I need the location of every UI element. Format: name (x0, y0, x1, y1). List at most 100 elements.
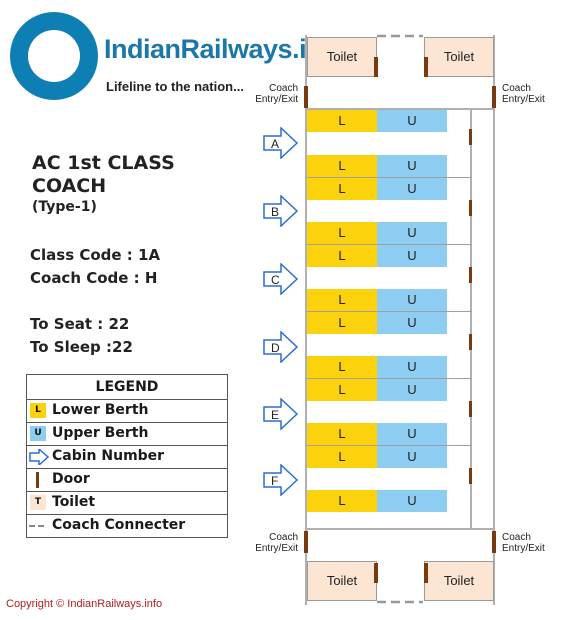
entry-label-bottom-right: Coach Entry/Exit (502, 532, 545, 554)
seat-capacity: To Seat : 22 (30, 315, 130, 333)
sleep-capacity: To Sleep :22 (30, 338, 133, 356)
legend-label: Lower Berth (52, 402, 149, 418)
lower-berth: L (307, 446, 377, 468)
toilet-door-top-right (424, 57, 428, 77)
cabin-door (469, 334, 472, 350)
upper-berth: U (377, 356, 447, 378)
lower-berth: L (307, 110, 377, 132)
toilet-top-right: Toilet (424, 37, 494, 77)
upper-berth: U (377, 178, 447, 200)
entry-label-top-left: Coach Entry/Exit (255, 83, 298, 105)
legend-item-toilet: T Toilet (27, 492, 227, 515)
legend-item-lower-berth: L Lower Berth (27, 400, 227, 423)
door-icon (36, 472, 39, 488)
upper-berth: U (377, 379, 447, 401)
coach-connecter-top (377, 34, 423, 38)
cabin-door (469, 401, 472, 417)
coach-code: Coach Code : H (30, 269, 158, 287)
legend-label: Cabin Number (52, 448, 165, 464)
toilet-bottom-left: Toilet (307, 561, 377, 601)
lower-berth: L (307, 155, 377, 177)
cabin-arrow-icon: F (263, 464, 299, 496)
coach-connecter-bottom (377, 600, 423, 604)
cabin-arrow-icon: E (263, 398, 299, 430)
legend-label: Toilet (52, 494, 96, 510)
upper-berth: U (377, 289, 447, 311)
toilet-door-bottom-right (424, 563, 428, 583)
lower-berth-swatch: L (30, 403, 46, 418)
cabin-label: B (271, 205, 279, 219)
toilet-door-bottom-left (374, 563, 378, 583)
cabin-partition (307, 177, 472, 178)
corridor-partition (470, 109, 472, 528)
legend-item-door: Door (27, 469, 227, 492)
upper-berth: U (377, 423, 447, 445)
entry-door-top-left (304, 86, 308, 108)
toilet-door-top-left (374, 57, 378, 77)
lower-berth: L (307, 312, 377, 334)
cabin-arrow-icon: B (263, 195, 299, 227)
cabin-arrow-icon: C (263, 263, 299, 295)
cabin-label: D (271, 341, 280, 355)
tagline: Lifeline to the nation... (106, 79, 244, 94)
compartment-bottom-wall (307, 528, 493, 530)
cabin-arrow-icon (29, 449, 49, 465)
cabin-label: A (271, 137, 279, 151)
coach-right-wall (493, 35, 495, 605)
coach-type: (Type-1) (32, 199, 97, 215)
toilet-swatch: T (30, 495, 46, 510)
lower-berth: L (307, 356, 377, 378)
upper-berth: U (377, 446, 447, 468)
legend-item-upper-berth: U Upper Berth (27, 423, 227, 446)
cabin-door (469, 129, 472, 145)
railways-logo-seal (10, 12, 98, 100)
legend-label: Coach Connecter (52, 517, 186, 533)
lower-berth: L (307, 245, 377, 267)
upper-berth: U (377, 245, 447, 267)
entry-label-bottom-left: Coach Entry/Exit (255, 532, 298, 554)
legend-label: Door (52, 471, 90, 487)
upper-berth: U (377, 155, 447, 177)
coach-connecter-icon (29, 525, 47, 527)
legend-item-cabin-number: Cabin Number (27, 446, 227, 469)
upper-berth: U (377, 222, 447, 244)
cabin-label: E (271, 408, 279, 422)
legend: LEGEND L Lower Berth U Upper Berth Cabin… (26, 374, 228, 538)
upper-berth-swatch: U (30, 426, 46, 441)
lower-berth: L (307, 379, 377, 401)
compartment-top-wall (307, 108, 493, 110)
copyright-notice: Copyright © IndianRailways.info (6, 598, 163, 610)
toilet-bottom-right: Toilet (424, 561, 494, 601)
toilet-top-left: Toilet (307, 37, 377, 77)
legend-title: LEGEND (27, 375, 227, 400)
cabin-label: F (271, 474, 278, 488)
cabin-door (469, 200, 472, 216)
cabin-arrow-icon: D (263, 331, 299, 363)
lower-berth: L (307, 490, 377, 512)
legend-item-coach-connecter: Coach Connecter (27, 515, 227, 537)
cabin-arrow-icon: A (263, 127, 299, 159)
coach-left-wall (305, 35, 307, 605)
coach-title-line1: AC 1st CLASS (32, 152, 175, 174)
coach-title-line2: COACH (32, 175, 107, 197)
lower-berth: L (307, 289, 377, 311)
upper-berth: U (377, 490, 447, 512)
entry-door-bottom-left (304, 531, 308, 553)
legend-label: Upper Berth (52, 425, 149, 441)
upper-berth: U (377, 312, 447, 334)
entry-door-bottom-right (492, 531, 496, 553)
cabin-partition (307, 311, 472, 312)
cabin-partition (307, 445, 472, 446)
cabin-label: C (271, 273, 280, 287)
entry-door-top-right (492, 86, 496, 108)
cabin-door (469, 267, 472, 283)
cabin-partition (307, 244, 472, 245)
lower-berth: L (307, 178, 377, 200)
cabin-door (469, 468, 472, 484)
class-code: Class Code : 1A (30, 246, 161, 264)
upper-berth: U (377, 110, 447, 132)
lower-berth: L (307, 222, 377, 244)
entry-label-top-right: Coach Entry/Exit (502, 83, 545, 105)
lower-berth: L (307, 423, 377, 445)
cabin-partition (307, 378, 472, 379)
